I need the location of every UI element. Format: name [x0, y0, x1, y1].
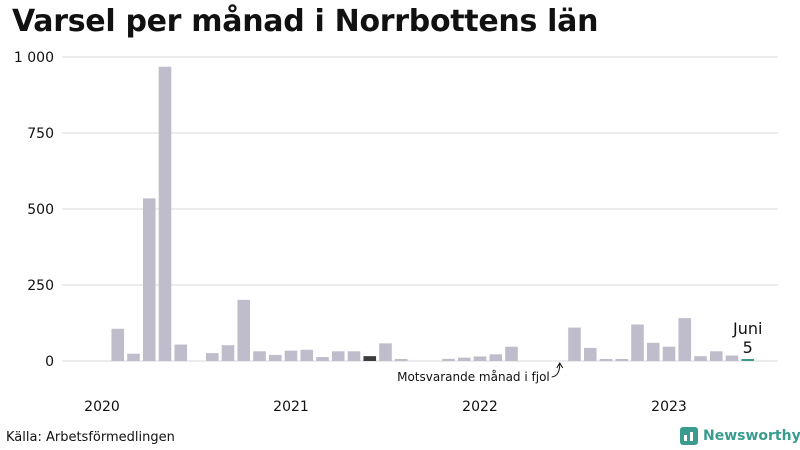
bar-2022-10 [615, 359, 629, 361]
bar-2021-03 [316, 357, 329, 361]
bar-2023-03 [694, 356, 707, 361]
callout-value: 5 [743, 338, 753, 357]
newsworthy-logo-icon [680, 427, 698, 445]
bar-2020-11 [253, 351, 266, 361]
bar-2023-02 [678, 318, 692, 361]
x-year-label: 2023 [651, 399, 687, 415]
source-note: Källa: Arbetsförmedlingen [6, 430, 175, 445]
bar-2023-04 [709, 351, 723, 361]
bar-2020-04 [142, 198, 156, 361]
bar-2022-11 [631, 324, 644, 361]
annotation-arrow [551, 363, 561, 378]
y-tick-label: 250 [27, 278, 54, 294]
y-tick-label: 500 [27, 202, 54, 218]
bar-2021-12 [457, 357, 471, 361]
x-axis-labels: 2020 2021 2022 2023 [84, 399, 687, 415]
bar-2022-07 [568, 327, 581, 361]
bar-2023-06 [741, 359, 755, 361]
bar-2023-01 [662, 346, 676, 361]
bar-2020-08 [205, 353, 219, 361]
bar-2020-12 [268, 354, 282, 361]
callout-month: Juni [732, 319, 762, 338]
bar-2021-05 [347, 351, 361, 361]
x-year-label: 2022 [462, 399, 498, 415]
bar-2021-02 [300, 349, 314, 361]
bar-2021-11 [442, 358, 455, 361]
bar-2021-04 [331, 351, 345, 361]
bar-2021-08 [394, 359, 408, 361]
bar-2020-02 [111, 328, 125, 361]
bar-2022-09 [599, 359, 613, 361]
bars [111, 66, 755, 361]
bar-2021-07 [379, 343, 392, 361]
bar-2022-01 [473, 356, 487, 361]
bar-2020-03 [127, 353, 140, 361]
bar-2022-02 [489, 354, 503, 361]
bar-2020-10 [237, 299, 251, 361]
bar-2020-06 [174, 344, 188, 361]
x-year-label: 2021 [273, 399, 309, 415]
y-axis-labels: 0 250 500 750 1 000 [14, 50, 54, 370]
x-year-label: 2020 [84, 399, 120, 415]
bar-2023-05 [725, 355, 739, 361]
y-tick-label: 0 [45, 354, 54, 370]
bar-2020-05 [158, 66, 172, 361]
y-tick-label: 1 000 [14, 50, 54, 66]
annotation-label: Motsvarande månad i fjol [397, 370, 550, 384]
bar-2021-01 [284, 350, 298, 361]
annotation-arrowhead [556, 362, 564, 369]
bar-2021-06 [363, 356, 377, 361]
brand-name: Newsworthy [703, 428, 800, 444]
bar-2022-12 [646, 342, 660, 361]
y-tick-label: 750 [27, 126, 54, 142]
chart-title: Varsel per månad i Norrbottens län [12, 4, 599, 39]
bar-2022-03 [505, 346, 518, 361]
bar-2022-08 [583, 347, 597, 361]
bar-2020-09 [221, 345, 235, 361]
brand[interactable]: Newsworthy [680, 427, 800, 445]
